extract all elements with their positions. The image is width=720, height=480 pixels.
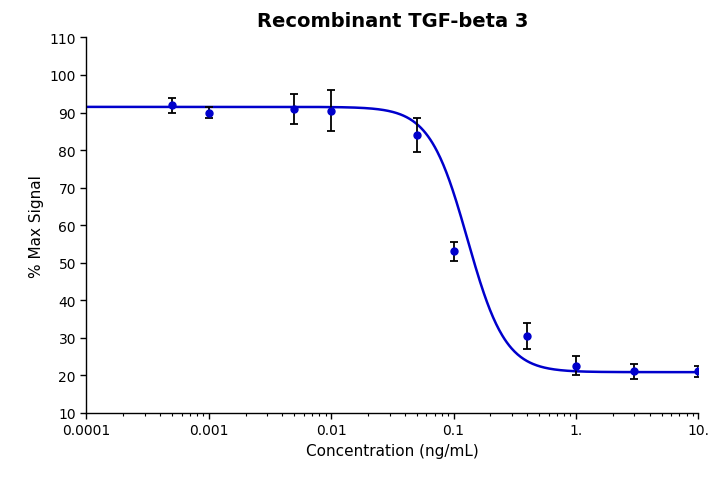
- Title: Recombinant TGF-beta 3: Recombinant TGF-beta 3: [257, 12, 528, 31]
- Y-axis label: % Max Signal: % Max Signal: [29, 174, 44, 277]
- X-axis label: Concentration (ng/mL): Concentration (ng/mL): [306, 443, 479, 457]
